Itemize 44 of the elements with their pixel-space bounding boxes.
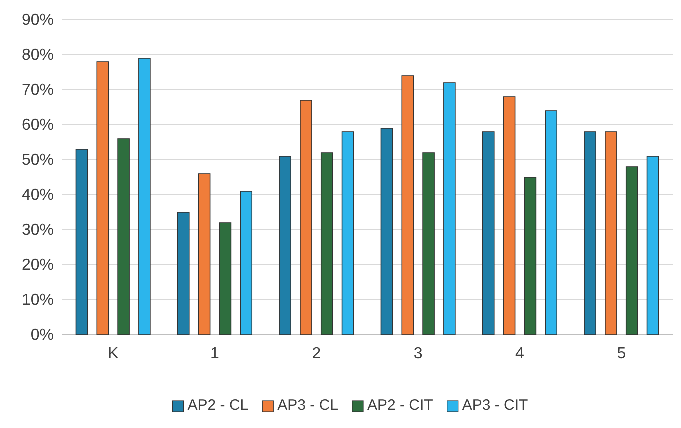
bar — [422, 152, 435, 336]
bar — [605, 132, 618, 336]
y-tick-label: 0% — [30, 327, 54, 344]
bar — [626, 166, 638, 336]
bar — [240, 191, 253, 336]
y-tick-label: 70% — [22, 82, 54, 100]
x-tick-label: 5 — [617, 345, 626, 362]
bar — [584, 132, 596, 336]
bar — [198, 174, 211, 336]
bar — [646, 156, 660, 336]
y-tick-label: 60% — [22, 117, 54, 134]
legend-label: AP2 - CIT — [368, 397, 434, 414]
y-tick-label: 80% — [22, 47, 54, 64]
x-tick-label: 1 — [210, 345, 220, 362]
y-tick-label: 10% — [22, 292, 54, 310]
y-tick-label: 30% — [22, 222, 54, 240]
bar — [177, 212, 190, 336]
bar — [402, 76, 414, 336]
x-tick-label: K — [108, 345, 120, 362]
bar — [342, 132, 354, 336]
bar — [524, 177, 537, 336]
legend-label: AP3 - CL — [278, 397, 338, 414]
x-tick-label: 3 — [414, 345, 423, 362]
bar — [320, 152, 334, 336]
bar — [138, 58, 151, 336]
legend-label: AP2 - CL — [188, 397, 249, 414]
bar — [96, 62, 110, 336]
y-tick-label: 20% — [22, 257, 54, 274]
bar — [219, 222, 232, 336]
y-tick-label: 40% — [22, 187, 54, 204]
x-tick-label: 2 — [312, 345, 322, 362]
bar — [279, 156, 292, 336]
y-tick-label: 90% — [22, 12, 54, 30]
bar — [444, 82, 456, 336]
bar — [76, 149, 88, 336]
bar — [380, 128, 394, 336]
legend-label: AP3 - CIT — [462, 397, 528, 414]
x-tick-label: 4 — [516, 345, 525, 362]
bar — [545, 110, 558, 336]
bar — [482, 132, 495, 336]
bar — [300, 100, 312, 336]
bar — [118, 138, 130, 336]
bar — [503, 96, 516, 336]
y-tick-label: 50% — [22, 152, 54, 170]
